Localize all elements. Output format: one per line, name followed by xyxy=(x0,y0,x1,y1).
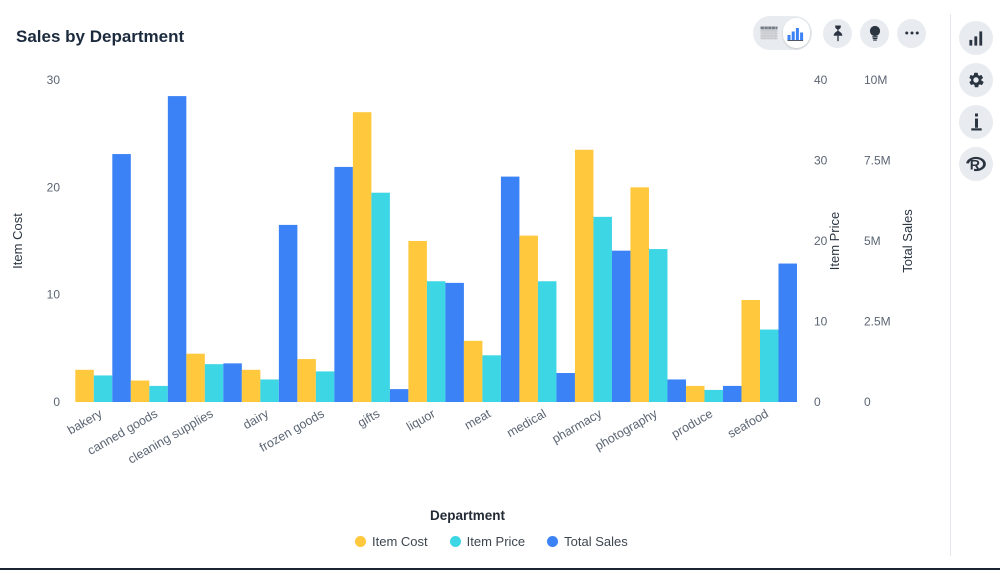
svg-text:bakery: bakery xyxy=(65,406,105,437)
svg-text:Item Price: Item Price xyxy=(827,212,842,271)
svg-text:gifts: gifts xyxy=(355,406,382,430)
svg-text:10M: 10M xyxy=(864,73,887,87)
svg-text:2.5M: 2.5M xyxy=(864,315,891,329)
svg-text:5M: 5M xyxy=(864,234,881,248)
svg-text:10: 10 xyxy=(814,315,828,329)
svg-text:medical: medical xyxy=(504,406,548,440)
svg-text:Item Cost: Item Cost xyxy=(10,213,25,269)
svg-text:7.5M: 7.5M xyxy=(864,154,891,168)
svg-text:liquor: liquor xyxy=(404,406,437,433)
svg-text:30: 30 xyxy=(47,73,61,87)
svg-text:seafood: seafood xyxy=(725,406,771,440)
svg-text:40: 40 xyxy=(814,73,828,87)
svg-text:0: 0 xyxy=(814,395,821,409)
svg-text:20: 20 xyxy=(47,180,61,194)
svg-text:dairy: dairy xyxy=(241,406,272,432)
svg-text:0: 0 xyxy=(53,395,60,409)
svg-text:0: 0 xyxy=(864,395,871,409)
svg-text:meat: meat xyxy=(462,406,494,432)
svg-text:Total Sales: Total Sales xyxy=(900,209,915,273)
svg-text:10: 10 xyxy=(47,288,61,302)
svg-text:20: 20 xyxy=(814,234,828,248)
svg-text:30: 30 xyxy=(814,154,828,168)
svg-text:produce: produce xyxy=(669,406,715,441)
svg-text:photography: photography xyxy=(593,406,661,453)
